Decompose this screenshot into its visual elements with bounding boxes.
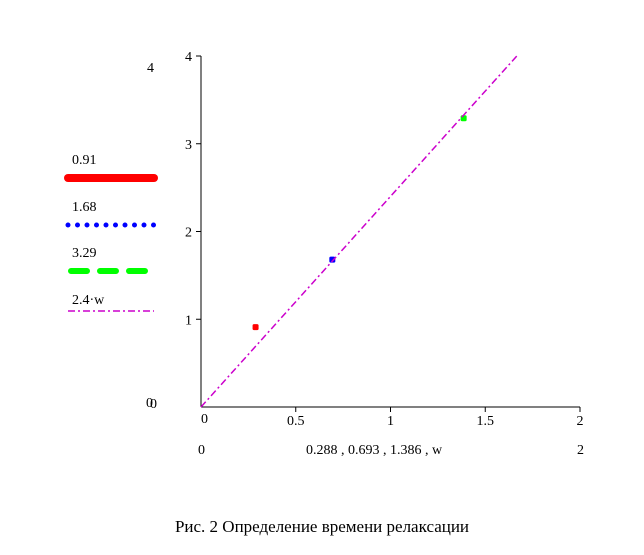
- y-tick-label-3: 3: [185, 138, 192, 153]
- legend-label-4: 2.4·w: [72, 293, 105, 308]
- x-tick-label-1: 1: [387, 414, 394, 429]
- y-range-bottom-label: 0: [146, 396, 153, 411]
- x-label-right: 2: [577, 443, 584, 458]
- x-tick-label-2: 2: [577, 414, 584, 429]
- figure-caption: Рис. 2 Определение времени релаксации: [174, 517, 470, 536]
- legend-label-1: 0.91: [72, 153, 97, 168]
- data-point-1-68: [329, 256, 336, 263]
- y-range-top-label: 4: [147, 61, 154, 76]
- x-axis-min-label: 0: [201, 412, 208, 427]
- y-tick-label-4: 4: [185, 50, 192, 65]
- x-axis-label: 0.288 , 0.693 , 1.386 , w: [306, 443, 443, 458]
- y-tick-label-1: 1: [185, 313, 192, 328]
- series-line-w: [200, 55, 518, 408]
- x-tick-label-1.5: 1.5: [477, 414, 495, 429]
- legend-label-2: 1.68: [72, 200, 97, 215]
- x-label-left: 0: [198, 443, 205, 458]
- x-tick-label-0.5: 0.5: [287, 414, 305, 429]
- data-point-0-91: [252, 324, 259, 331]
- legend-label-3: 3.29: [72, 246, 97, 261]
- y-axis-min-label: 0: [150, 397, 157, 412]
- y-tick-label-2: 2: [185, 226, 192, 241]
